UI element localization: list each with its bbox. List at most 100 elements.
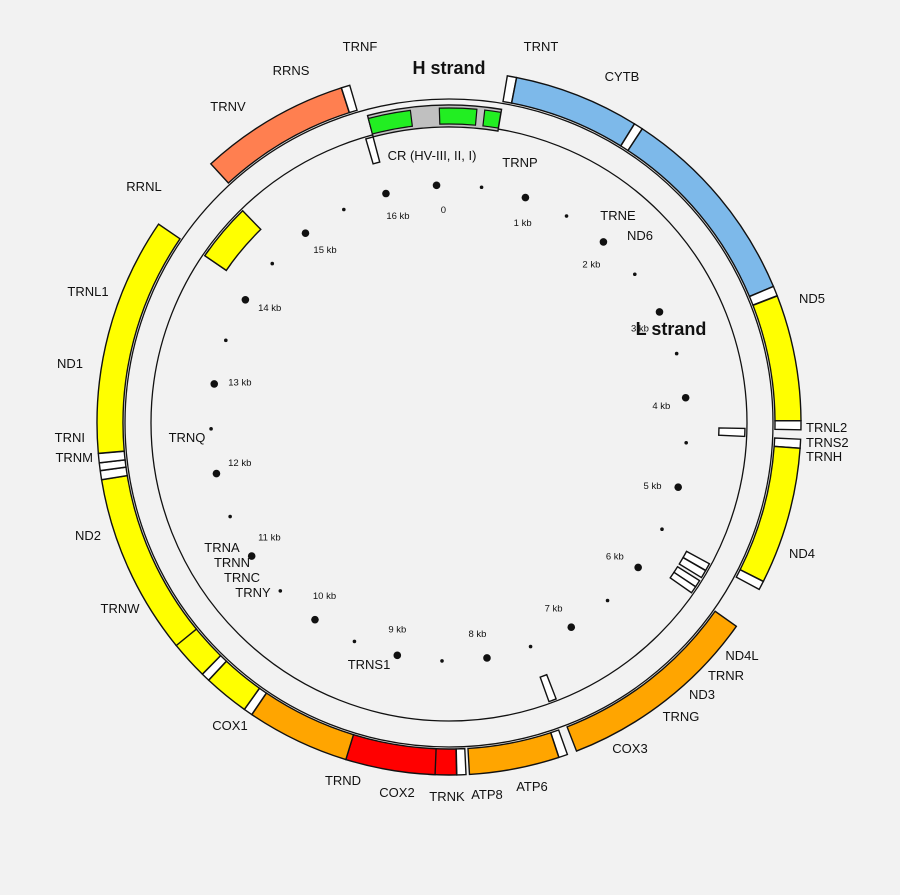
kb-label-2: 2 kb <box>582 260 600 271</box>
kb-label-10: 10 kb <box>313 591 336 602</box>
kb-label-1: 1 kb <box>514 218 532 229</box>
kb-dot-15 <box>301 229 310 237</box>
gene-trnq <box>717 427 746 438</box>
kb-dot-14 <box>241 295 250 304</box>
label-nd4l: ND4L <box>725 648 758 663</box>
kb-dot-10 <box>311 615 319 624</box>
label-rrns: RRNS <box>273 63 310 78</box>
control-region <box>366 104 503 138</box>
gene-trnp <box>364 136 381 165</box>
kb-half-dot-2 <box>632 272 637 277</box>
kb-half-dot-6 <box>605 598 610 603</box>
label-trnt: TRNT <box>524 39 559 54</box>
label-nd1: ND1 <box>57 356 83 371</box>
label-trns2: TRNS2 <box>806 435 849 450</box>
kb-label-13: 13 kb <box>228 378 251 389</box>
kb-half-dot-14 <box>270 261 275 266</box>
kb-half-dot-8 <box>440 659 444 663</box>
kb-half-dot-0 <box>479 185 484 190</box>
label-trnq: TRNQ <box>169 430 206 445</box>
kb-scale: 0 1 kb 2 kb 3 kb 4 kb 5 kb 6 kb 7 kb 8 kb 9 kb 10 … <box>209 181 690 663</box>
kb-dot-13 <box>210 380 219 388</box>
gene-trnn <box>678 556 707 579</box>
kb-dot-9 <box>393 651 402 660</box>
gene-cox2 <box>467 731 560 776</box>
label-cox1: COX1 <box>212 718 247 733</box>
kb-half-dot-9 <box>352 639 357 644</box>
label-trnr: TRNR <box>708 668 744 683</box>
label-trnn: TRNN <box>214 555 250 570</box>
kb-label-6: 6 kb <box>606 552 624 563</box>
kb-dot-3 <box>655 308 664 316</box>
kb-label-8: 8 kb <box>468 629 486 640</box>
label-trne: TRNE <box>600 208 636 223</box>
label-trny: TRNY <box>235 585 271 600</box>
label-trnv: TRNV <box>210 99 246 114</box>
label-nd6: ND6 <box>627 228 653 243</box>
kb-dot-11 <box>247 552 256 560</box>
label-trnp: TRNP <box>502 155 537 170</box>
kb-label-12: 12 kb <box>228 458 251 469</box>
kb-dot-1 <box>521 193 530 202</box>
label-nd3: ND3 <box>689 687 715 702</box>
gene-trnw <box>735 568 765 591</box>
label-trnf: TRNF <box>343 39 378 54</box>
backbone <box>124 98 774 748</box>
label-trnm: TRNM <box>55 450 93 465</box>
kb-label-14: 14 kb <box>258 303 281 314</box>
kb-dot-12 <box>212 469 221 478</box>
label-atp8: ATP8 <box>471 787 503 802</box>
cr-label: CR (HV-III, II, I) <box>388 148 477 163</box>
kb-half-dot-3 <box>674 351 679 356</box>
gene-labels: TRNF RRNS TRNV RRNL TRNL1 ND1 TRNI TRNM ND2 TRNW C… <box>55 39 849 804</box>
kb-dot-5 <box>674 483 682 491</box>
outer-ring <box>124 98 774 748</box>
segment-hv1 <box>367 109 414 135</box>
l-strand-label: L strand <box>636 319 707 339</box>
kb-half-dot-5 <box>660 527 664 531</box>
segment-hv2 <box>438 107 478 126</box>
kb-half-dot-4 <box>684 441 688 445</box>
gene-trns1 <box>539 673 558 703</box>
kb-half-dot-13 <box>224 338 228 343</box>
kb-half-dot-7 <box>528 644 533 649</box>
label-trnl1: TRNL1 <box>67 284 108 299</box>
kb-label-15: 15 kb <box>313 245 336 256</box>
kb-label-5: 5 kb <box>644 481 662 492</box>
gene-trnk <box>455 747 467 776</box>
label-cytb: CYTB <box>605 69 640 84</box>
label-trnc: TRNC <box>224 570 260 585</box>
outer-genes <box>96 75 802 776</box>
label-cox2: COX2 <box>379 785 414 800</box>
kb-dot-6 <box>634 563 642 572</box>
label-rrnl: RRNL <box>126 179 161 194</box>
gene-trnt <box>340 84 358 114</box>
gene-trni <box>774 419 802 431</box>
label-trng: TRNG <box>663 709 700 724</box>
segment-hv3 <box>482 109 502 129</box>
label-nd5: ND5 <box>799 291 825 306</box>
label-atp6: ATP6 <box>516 779 548 794</box>
label-trni: TRNI <box>55 430 85 445</box>
kb-dot-4 <box>681 393 690 402</box>
kb-half-dot-15 <box>342 207 346 212</box>
kb-label-0: 0 <box>441 205 446 216</box>
kb-label-3: 3 kb <box>631 324 649 335</box>
kb-dot-7 <box>567 623 576 632</box>
label-trnh: TRNH <box>806 449 842 464</box>
inner-genes <box>203 136 746 703</box>
kb-label-9: 9 kb <box>388 625 406 636</box>
kb-label-11: 11 kb <box>258 532 281 543</box>
h-strand-label: H strand <box>412 58 485 78</box>
gene-cox1 <box>566 610 738 752</box>
gene-rrnl <box>627 127 775 298</box>
label-trnl2: TRNL2 <box>806 420 847 435</box>
label-trnk: TRNK <box>429 789 465 804</box>
label-nd4: ND4 <box>789 546 815 561</box>
gene-atp6 <box>344 733 437 776</box>
kb-dot-8 <box>483 654 491 662</box>
label-trnw: TRNW <box>101 601 141 616</box>
kb-dot-16 <box>382 189 390 198</box>
gene-nd5 <box>96 223 181 455</box>
